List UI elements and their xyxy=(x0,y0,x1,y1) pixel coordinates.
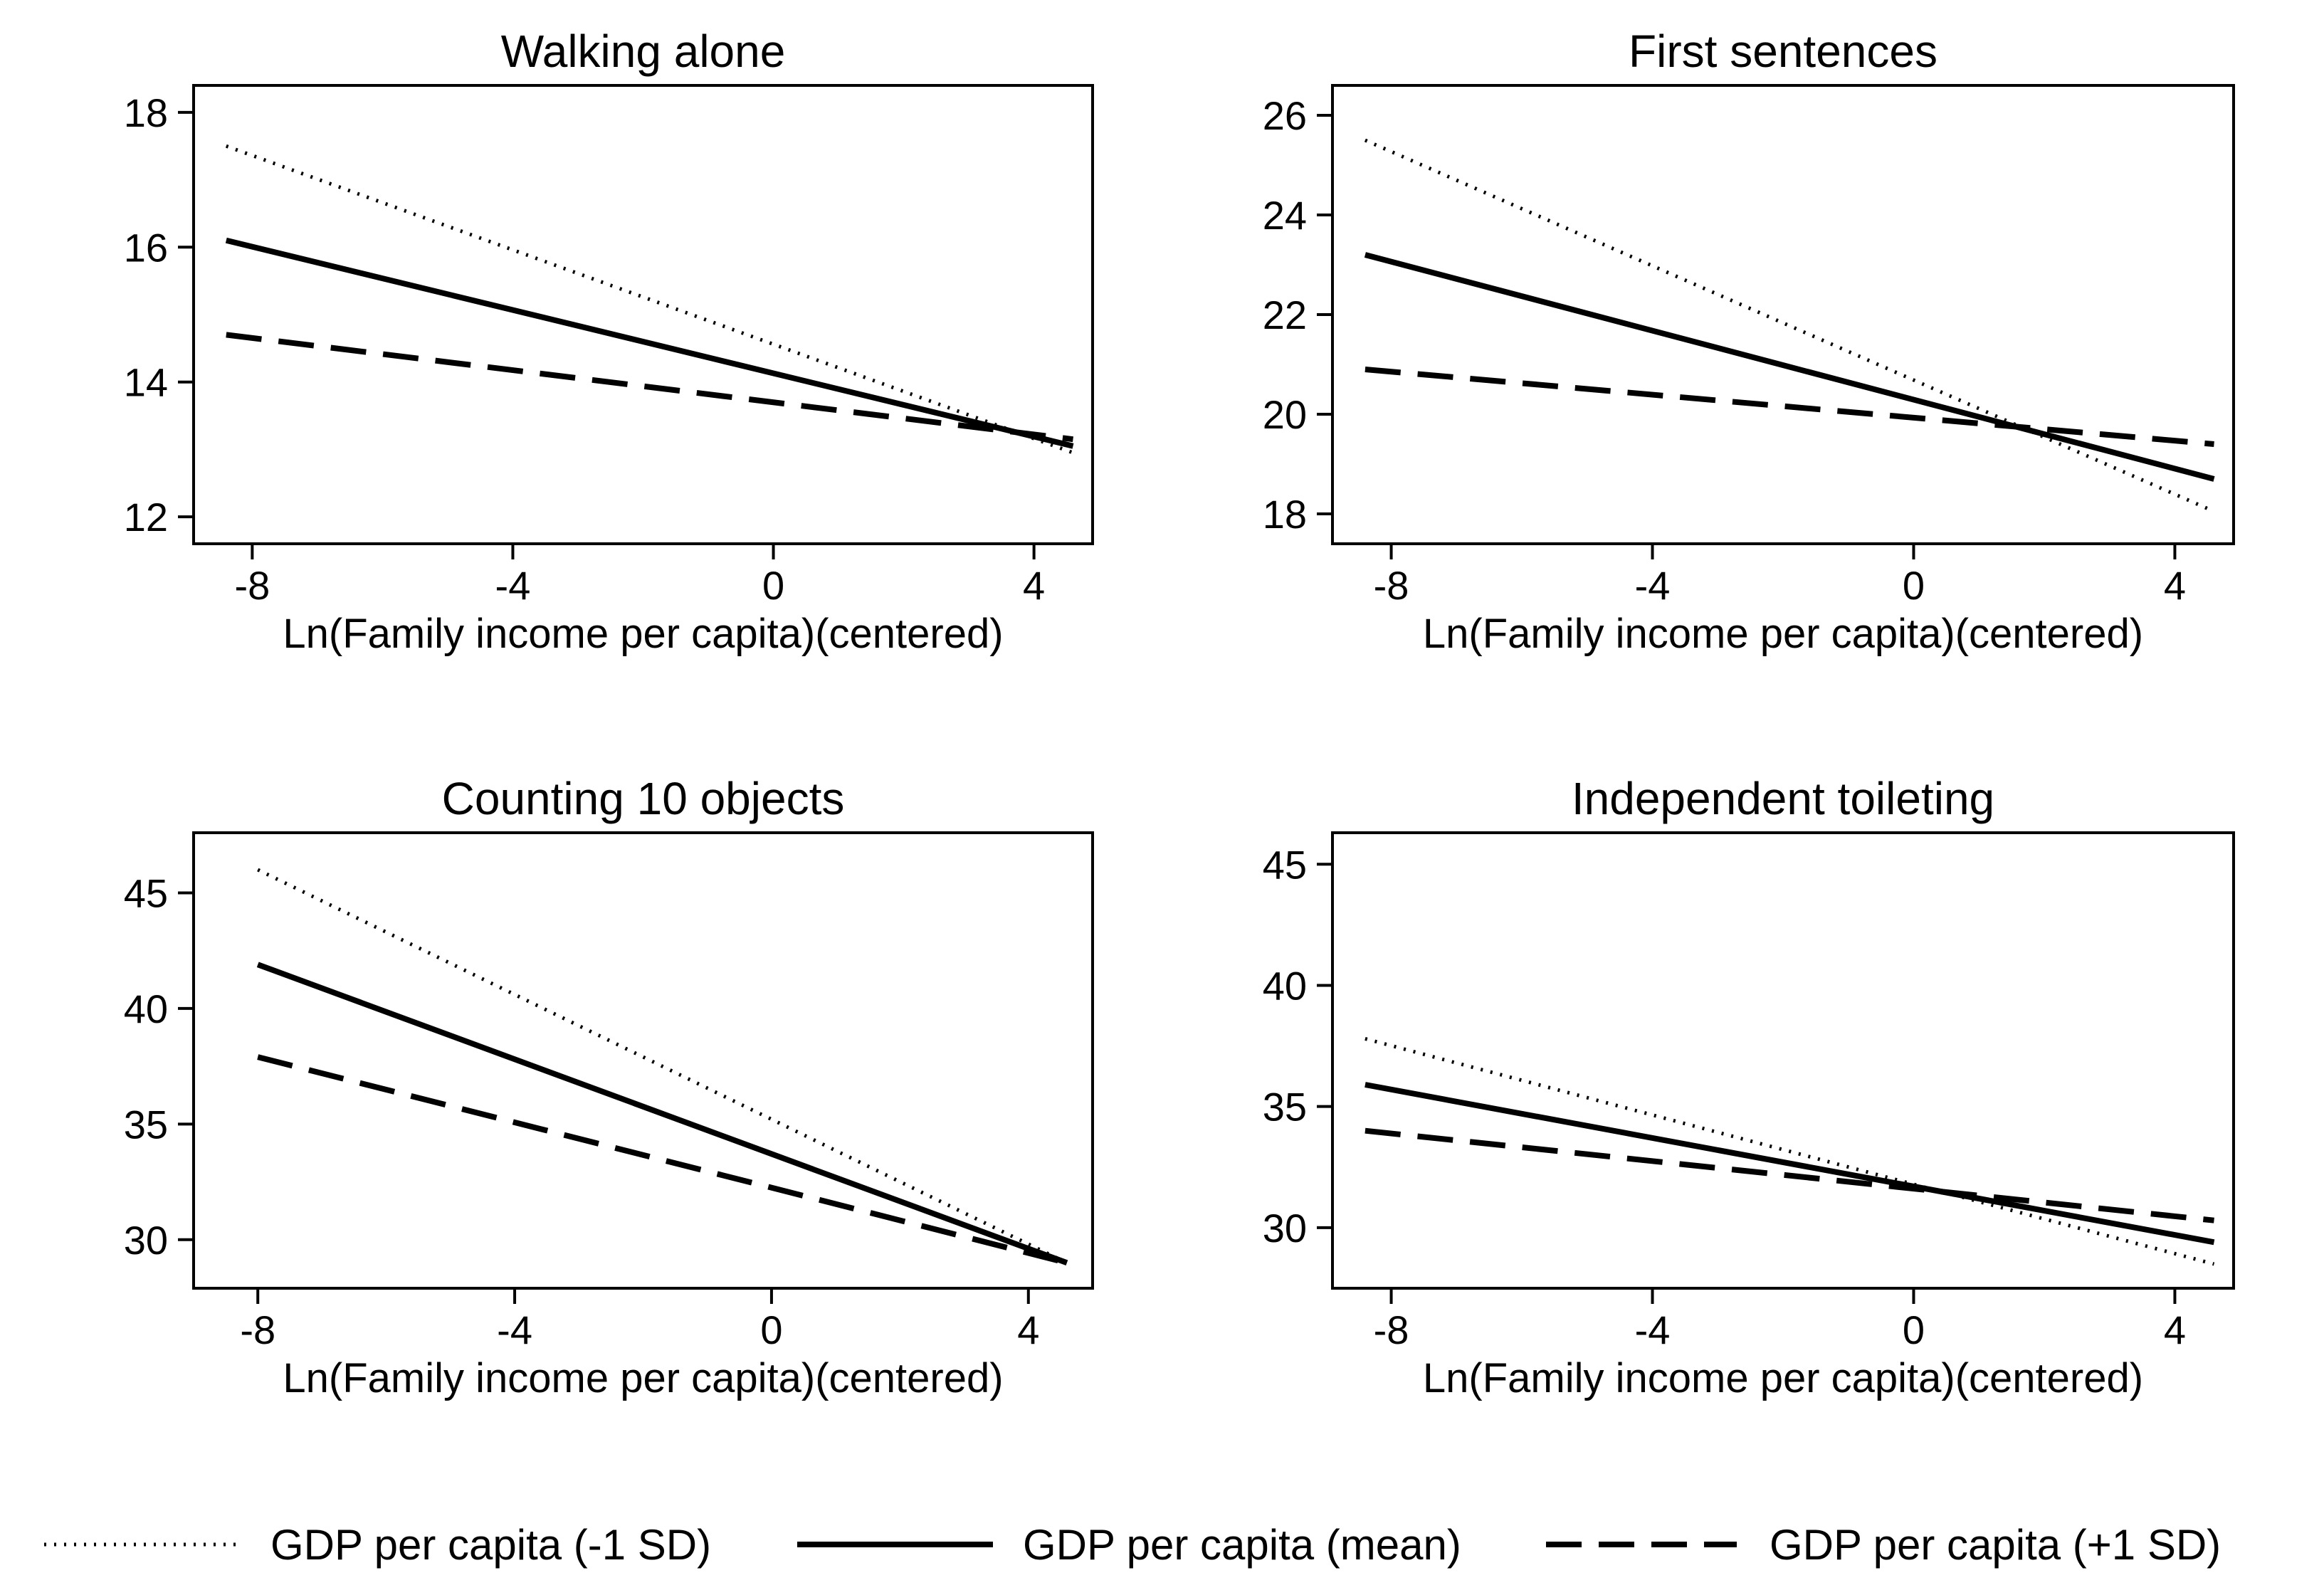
y-tick-label: 14 xyxy=(124,360,168,405)
y-tick-label: 26 xyxy=(1263,93,1307,138)
legend: GDP per capita (-1 SD) GDP per capita (me… xyxy=(44,1521,2221,1569)
panel-independent-toileting: Independent toileting 30 35 40 45 -8 -4 0 4 Ln(Fa… xyxy=(1263,773,2235,1401)
x-tick-label: -8 xyxy=(1374,1307,1409,1352)
chart-title: Counting 10 objects xyxy=(442,773,845,824)
x-tick-label: -4 xyxy=(1635,563,1671,608)
panel-counting-10-objects: Counting 10 objects 30 35 40 45 -8 -4 0 4 Ln(Fami… xyxy=(124,773,1094,1401)
x-axis-label: Ln(Family income per capita)(centered) xyxy=(1423,611,2143,657)
x-tick-label: -8 xyxy=(1374,563,1409,608)
plot-frame xyxy=(1331,831,2235,1290)
legend-label: GDP per capita (mean) xyxy=(1023,1521,1461,1569)
y-tick-label: 35 xyxy=(124,1102,168,1147)
x-tick-label: 0 xyxy=(1903,1307,1925,1352)
y-tick-label: 12 xyxy=(124,495,168,539)
series-line-dotted xyxy=(257,868,1068,1265)
x-tick-label: -4 xyxy=(495,563,531,608)
x-axis-label: Ln(Family income per capita)(centered) xyxy=(283,1355,1003,1401)
plot-frame xyxy=(192,831,1094,1290)
legend-label: GDP per capita (-1 SD) xyxy=(270,1521,711,1569)
y-tick-label: 18 xyxy=(1263,492,1307,537)
y-tick-label: 45 xyxy=(1263,842,1307,887)
y-tick-label: 24 xyxy=(1263,193,1307,238)
x-tick-label: 4 xyxy=(1023,563,1045,608)
x-axis-label: Ln(Family income per capita)(centered) xyxy=(283,611,1003,657)
y-tick-label: 40 xyxy=(124,986,168,1031)
x-tick-label: -8 xyxy=(240,1307,275,1352)
series-line-solid xyxy=(1365,1082,2215,1246)
y-tick-label: 45 xyxy=(124,870,168,915)
panel-first-sentences: First sentences 18 20 22 24 26 -8 -4 0 4 Ln(Family… xyxy=(1263,26,2235,657)
x-tick-label: 4 xyxy=(2164,563,2186,608)
series-line-dashed xyxy=(1365,1127,2214,1223)
y-tick-label: 16 xyxy=(124,225,168,270)
y-tick-label: 40 xyxy=(1263,963,1307,1008)
plot-frame xyxy=(1331,84,2235,545)
chart-title: Independent toileting xyxy=(1572,773,1994,824)
chart-title: First sentences xyxy=(1629,26,1937,77)
y-tick-label: 30 xyxy=(1263,1206,1307,1251)
y-tick-label: 18 xyxy=(124,90,168,135)
x-tick-label: 4 xyxy=(2164,1307,2186,1352)
x-axis-label: Ln(Family income per capita)(centered) xyxy=(1423,1355,2143,1401)
series-line-dashed xyxy=(257,1054,1068,1266)
series-line-dotted xyxy=(1365,1036,2215,1266)
y-tick-label: 22 xyxy=(1263,293,1307,337)
x-tick-label: 0 xyxy=(760,1307,782,1352)
x-tick-label: -4 xyxy=(497,1307,532,1352)
y-tick-label: 35 xyxy=(1263,1085,1307,1130)
x-tick-label: 0 xyxy=(762,563,784,608)
series-line-dashed xyxy=(226,332,1073,443)
plot-frame xyxy=(192,84,1094,545)
chart-title: Walking alone xyxy=(501,26,786,77)
series-line-dotted xyxy=(1364,138,2215,513)
series-line-dotted xyxy=(225,144,1074,455)
x-tick-label: -4 xyxy=(1635,1307,1671,1352)
series-line-solid xyxy=(256,962,1068,1266)
x-tick-label: 0 xyxy=(1903,563,1925,608)
x-tick-label: 4 xyxy=(1017,1307,1039,1352)
series-line-solid xyxy=(1364,252,2215,482)
y-tick-label: 30 xyxy=(124,1218,168,1263)
y-tick-label: 20 xyxy=(1263,392,1307,437)
legend-label: GDP per capita (+1 SD) xyxy=(1770,1521,2221,1569)
x-tick-label: -8 xyxy=(234,563,270,608)
series-line-dashed xyxy=(1365,367,2214,447)
panel-walking-alone: Walking alone 12 14 16 18 -8 -4 0 4 Ln(Family inc… xyxy=(124,26,1094,657)
series-line-solid xyxy=(225,237,1074,449)
